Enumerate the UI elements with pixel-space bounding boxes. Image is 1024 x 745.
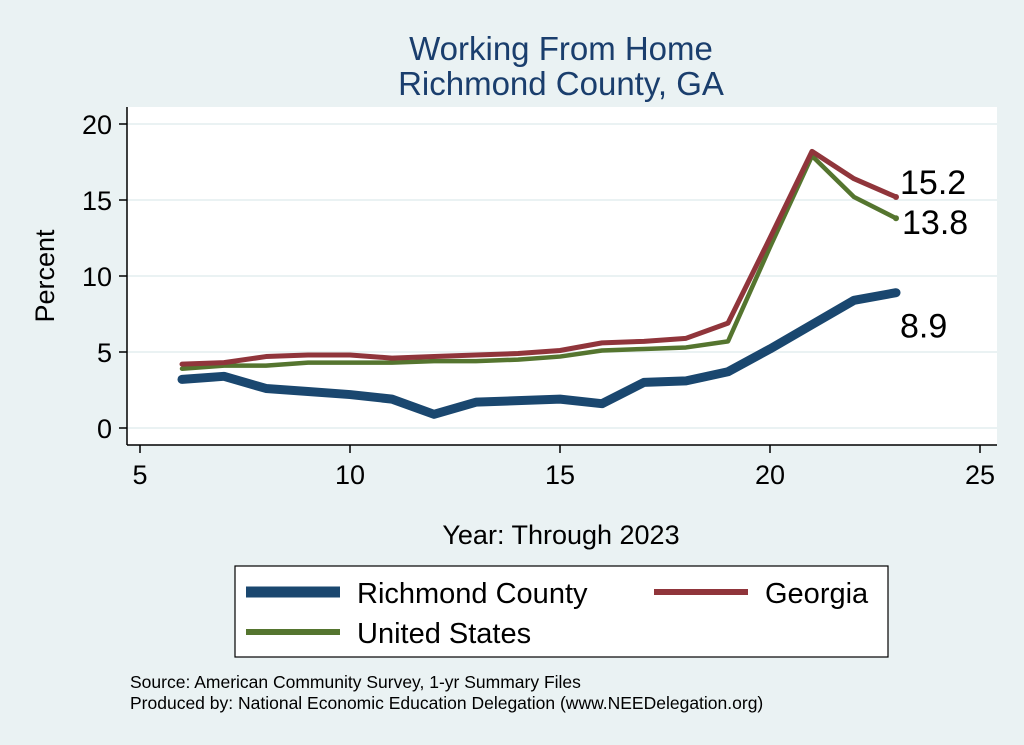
series-line-georgia	[179, 148, 899, 367]
x-tick-label: 25	[965, 460, 995, 490]
x-tick-label: 5	[132, 460, 147, 490]
series-lines	[177, 148, 901, 419]
y-tick-label: 20	[82, 110, 112, 140]
series-end-point	[893, 289, 899, 296]
y-axis-title: Percent	[30, 229, 60, 323]
x-tick-label: 20	[755, 460, 785, 490]
x-tick-label: 10	[335, 460, 365, 490]
producer-note: Produced by: National Economic Education…	[130, 693, 763, 713]
legend-label-georgia: Georgia	[765, 578, 869, 610]
end-labels: 8.9 15.213.8	[900, 164, 968, 346]
legend-label-richmond-county: Richmond County	[357, 578, 588, 610]
end-label-georgia: 15.2	[900, 164, 966, 202]
source-note: Source: American Community Survey, 1-yr …	[130, 672, 581, 692]
series-line-richmond-county	[177, 288, 901, 419]
y-tick-label: 15	[82, 186, 112, 216]
y-tick-label: 5	[97, 338, 112, 368]
chart-title-line-2: Richmond County, GA	[398, 65, 724, 102]
series-end-point	[893, 193, 899, 200]
series-line-united-states	[179, 153, 899, 371]
series-end-point	[893, 215, 899, 222]
y-tick-label: 0	[97, 414, 112, 444]
chart-title-line-1: Working From Home	[409, 30, 713, 67]
end-label-richmond-county: 8.9	[900, 308, 947, 346]
y-tick-label: 10	[82, 262, 112, 292]
x-tick-label: 15	[545, 460, 575, 490]
legend-box	[234, 565, 889, 658]
end-label-united-states: 13.8	[902, 204, 968, 242]
legend-label-united-states: United States	[357, 618, 531, 650]
legend: Richmond County Georgia United States	[246, 578, 869, 650]
x-axis-title: Year: Through 2023	[442, 520, 679, 550]
